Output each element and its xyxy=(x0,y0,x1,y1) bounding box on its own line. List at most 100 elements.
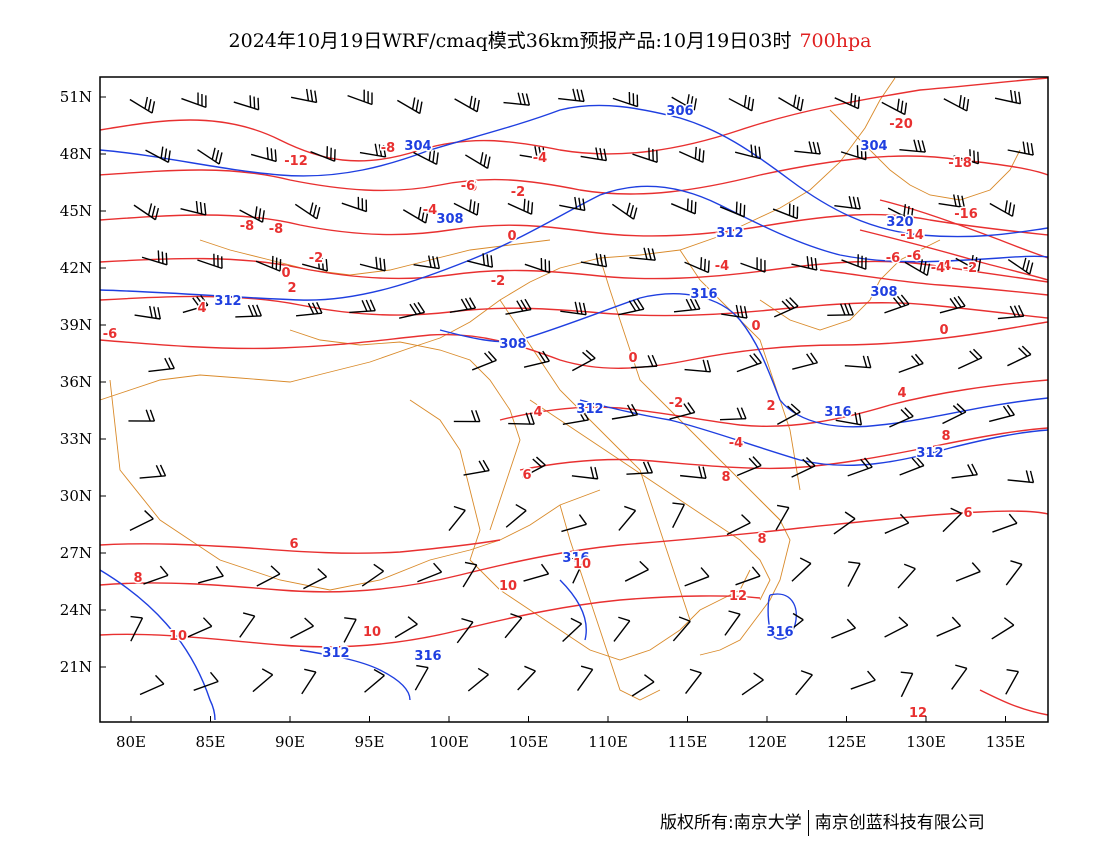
wind-barb xyxy=(198,565,224,584)
copyright-footer: 版权所有:南京大学 南京创蓝科技有限公司 xyxy=(660,808,985,836)
wind-barb xyxy=(197,147,223,165)
wind-barb xyxy=(791,457,816,478)
temperature-contour-label: 8 xyxy=(721,470,730,485)
temperature-contour-label: 10 xyxy=(499,579,517,594)
wind-barb xyxy=(310,146,336,162)
wind-barb xyxy=(670,198,697,215)
wind-barb xyxy=(897,563,916,589)
temperature-contour-label: -6 xyxy=(103,327,117,342)
lat-tick-label: 33N xyxy=(60,430,92,448)
wind-barb xyxy=(719,201,746,218)
wind-barb xyxy=(359,256,386,272)
wind-barb xyxy=(145,146,171,164)
temperature-contour-label: -12 xyxy=(284,154,308,169)
wind-barb xyxy=(624,560,649,582)
wind-barb xyxy=(678,146,705,163)
wind-barb xyxy=(773,297,799,318)
wind-barb xyxy=(193,671,219,691)
wind-barb xyxy=(1005,560,1023,586)
lon-tick-label: 95E xyxy=(354,733,384,751)
wind-barb xyxy=(997,305,1025,320)
lon-tick-label: 105E xyxy=(509,733,549,751)
temperature-contour-label: 6 xyxy=(522,468,531,483)
temperature-contour-label: -8 xyxy=(381,141,395,156)
wind-barb xyxy=(467,667,489,692)
wind-barb xyxy=(734,144,762,160)
wind-barb xyxy=(524,257,551,274)
wind-barb xyxy=(134,305,161,320)
wind-barb xyxy=(685,668,702,695)
wind-barb xyxy=(955,562,981,582)
height-contour-label: 308 xyxy=(499,337,526,352)
footer-divider xyxy=(807,810,809,836)
height-contour-label: 308 xyxy=(870,285,897,300)
wind-barb xyxy=(850,670,876,690)
temperature-contour-label: -2 xyxy=(963,261,977,276)
wind-barb xyxy=(181,92,207,109)
wind-barb xyxy=(453,410,481,423)
wind-barb xyxy=(294,202,321,220)
temperature-contour-label: 6 xyxy=(289,537,298,552)
wind-barb xyxy=(989,404,1015,423)
wind-barb xyxy=(612,91,639,108)
wind-barb xyxy=(943,95,970,112)
height-contour-label: 316 xyxy=(562,551,589,566)
height-contour-label: 306 xyxy=(666,104,693,119)
wind-barb xyxy=(256,565,281,587)
height-contour-label: 312 xyxy=(214,294,241,309)
wind-barb xyxy=(517,665,536,691)
wind-barb xyxy=(884,616,909,638)
lon-tick-label: 90E xyxy=(275,733,305,751)
wind-barb xyxy=(239,206,265,223)
temperature-contour-label: 6 xyxy=(963,506,972,521)
lon-tick-label: 110E xyxy=(588,733,628,751)
temperature-contour-label: 2 xyxy=(766,399,775,414)
wind-barb xyxy=(347,89,373,106)
temperature-contour-label: 0 xyxy=(507,229,516,244)
lat-tick-label: 36N xyxy=(60,373,92,391)
wind-barb xyxy=(684,257,710,274)
wind-barb xyxy=(456,617,474,644)
temperature-contour-label: -4 xyxy=(937,259,951,274)
wind-barb xyxy=(462,561,478,588)
wind-barb xyxy=(505,503,527,528)
height-contour-label: 320 xyxy=(886,215,913,230)
temperature-contour-label: -6 xyxy=(886,251,900,266)
wind-barb xyxy=(508,412,535,425)
wind-barb xyxy=(413,148,439,165)
wind-barb xyxy=(957,348,983,370)
wind-barb xyxy=(899,139,926,153)
lon-tick-label: 115E xyxy=(668,733,708,751)
wind-barb xyxy=(795,670,813,696)
wind-barb xyxy=(994,89,1022,105)
height-contour-label: 316 xyxy=(824,405,851,420)
wind-barb xyxy=(466,253,494,268)
wind-barb xyxy=(889,407,914,428)
wind-barb xyxy=(250,147,277,163)
wind-barb xyxy=(148,357,175,373)
wind-barb xyxy=(449,297,477,313)
temperature-contour-label: -6 xyxy=(907,249,921,264)
wind-barb xyxy=(900,671,914,698)
longitude-axis: 80E 85E 90E 95E 100E 105E 110E 115E 120E 125E 130E… xyxy=(116,716,1025,751)
temperature-contour-label: -20 xyxy=(889,117,913,132)
wind-barb xyxy=(884,513,910,534)
wind-barb xyxy=(938,194,965,209)
wind-barb xyxy=(1007,141,1034,156)
temperature-contour-label: 0 xyxy=(281,266,290,281)
temperature-contour-label: -8 xyxy=(240,219,254,234)
wind-barb xyxy=(736,456,762,477)
wind-barb xyxy=(402,206,429,224)
temperature-contour-label: 10 xyxy=(363,625,381,640)
wind-barb xyxy=(349,299,376,314)
wind-barb xyxy=(898,353,924,374)
wind-barb xyxy=(417,562,443,583)
temperature-contours xyxy=(99,77,1049,716)
height-contours xyxy=(99,104,1049,721)
wind-barb xyxy=(726,514,751,536)
wind-barb xyxy=(772,203,799,220)
wind-barb xyxy=(719,407,747,421)
wind-barb xyxy=(884,294,910,314)
wind-barb xyxy=(834,93,861,110)
lat-tick-label: 45N xyxy=(60,202,92,220)
